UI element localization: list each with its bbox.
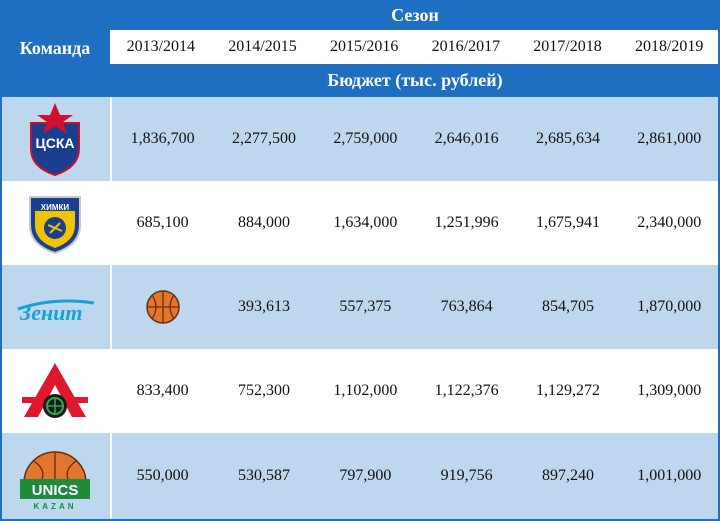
basketball-icon [145,290,180,324]
team-logo-cell: Зенит [0,265,112,349]
season-years-row: 2013/2014 2014/2015 2015/2016 2016/2017 … [110,30,720,64]
budget-cell: 393,613 [237,298,290,315]
year-header: 2015/2016 [329,38,399,55]
budget-cell: 1,251,996 [434,214,499,231]
budget-cell: 2,685,634 [535,130,600,147]
khimki-logo-icon: ХИМКИ [29,196,81,255]
budget-cell: 2,861,000 [637,130,702,147]
svg-text:UNICS: UNICS [32,482,79,499]
budget-cell: 763,864 [440,298,493,315]
budget-cell: 752,300 [237,382,290,399]
budget-cell: 833,400 [136,382,189,399]
lokomotiv-logo-icon: Л [22,361,88,418]
budget-header: Бюджет (тыс. рублей) [110,64,720,97]
budget-cell: 854,705 [541,298,594,315]
year-header: 2018/2019 [634,38,704,55]
table-row: UNICS KAZAN 550,000 530,587 797,900 919,… [0,433,720,519]
budget-cell: 1,634,000 [333,214,398,231]
budget-cell: 2,277,500 [231,130,296,147]
zenit-logo-icon: Зенит [17,299,95,325]
budget-cell: 2,340,000 [637,214,702,231]
budget-cell: 797,900 [339,467,392,484]
budget-cell: 1,102,000 [333,382,398,399]
svg-text:Л: Л [22,361,23,362]
budget-cell: 1,001,000 [637,467,702,484]
season-header: Сезон [110,0,720,30]
team-logo-cell: ЦСКА [0,97,112,181]
table-row: Зенит 393,613 557,375 763,864 854,705 1,… [0,265,720,349]
budget-cell: 1,129,272 [535,382,600,399]
budget-cell: 685,100 [136,214,189,231]
budget-cell: 1,836,700 [130,130,195,147]
svg-text:Зенит: Зенит [19,300,83,325]
budget-cell: 1,870,000 [637,298,702,315]
budget-cell: 2,759,000 [333,130,398,147]
table-row: ХИМКИ 685,100 884,000 1,634,000 1,251,99… [0,181,720,265]
budget-cell: 1,309,000 [637,382,702,399]
budget-cell: 1,675,941 [535,214,600,231]
budget-cell: 919,756 [440,467,493,484]
cska-logo-icon: ЦСКА [30,103,80,177]
budget-cell: 1,122,376 [434,382,499,399]
budget-cell: 550,000 [136,467,189,484]
svg-text:ЦСКА: ЦСКА [36,135,75,151]
year-header: 2017/2018 [533,38,602,55]
budget-cell: 557,375 [339,298,392,315]
year-header: 2014/2015 [228,38,297,55]
svg-text:KAZAN: KAZAN [34,502,77,511]
year-header: 2013/2014 [126,38,196,55]
year-header: 2016/2017 [431,38,501,55]
team-logo-cell: Л [0,349,112,433]
table-row: ЦСКА 1,836,700 2,277,500 2,759,000 2,646… [0,97,720,181]
budget-cell: 884,000 [237,214,290,231]
team-logo-cell: ХИМКИ [0,181,112,265]
svg-text:ХИМКИ: ХИМКИ [41,203,70,212]
team-column-header: Команда [0,0,110,97]
budget-cell: 2,646,016 [434,130,499,147]
budget-cell: 530,587 [237,467,290,484]
unics-logo-icon: UNICS KAZAN [20,451,90,511]
budget-cell: 897,240 [541,467,594,484]
team-logo-cell: UNICS KAZAN [0,433,112,519]
budget-cell-empty [112,265,213,349]
table-row: Л 833,400 752,300 1,102,000 1,122,376 1,… [0,349,720,433]
